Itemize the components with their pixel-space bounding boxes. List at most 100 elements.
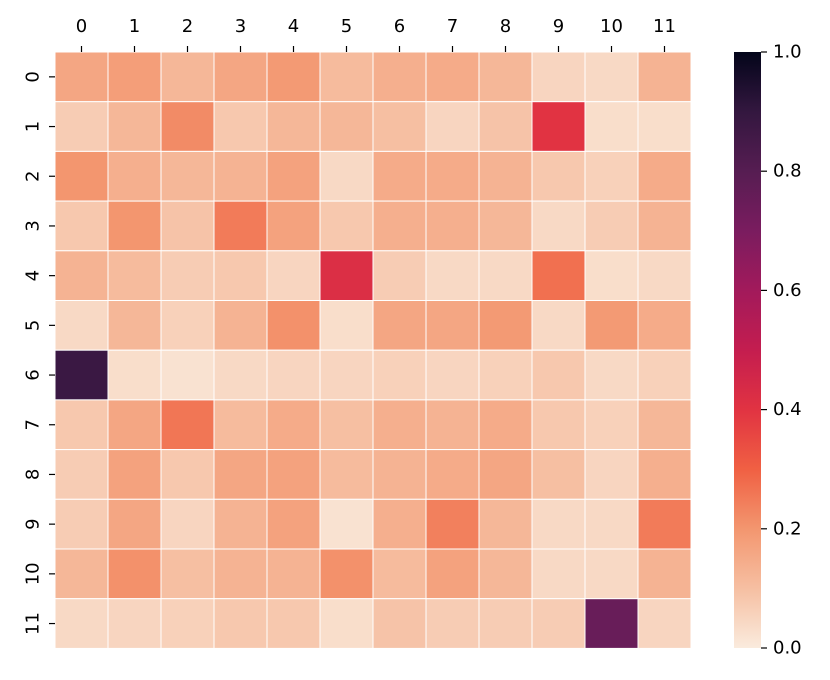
heatmap-cell-r0-c6 <box>372 51 427 103</box>
x-tick-label: 4 <box>288 16 299 37</box>
heatmap-cell-r6-c2 <box>160 349 215 401</box>
heatmap-cell-r1-c3 <box>213 101 268 152</box>
heatmap-cell-r4-c5 <box>319 250 374 302</box>
y-axis: 0 1 2 3 4 5 6 7 8 9 10 11 <box>23 71 55 635</box>
heatmap-cell-r0-c11 <box>637 51 692 103</box>
heatmap-cell-r4-c1 <box>107 250 162 302</box>
heatmap-cell-r11-c5 <box>319 598 374 649</box>
x-tick-label: 10 <box>600 16 623 37</box>
heatmap-cell-r7-c10 <box>584 399 639 451</box>
heatmap-cell-r4-c0 <box>54 250 109 302</box>
heatmap-cell-r9-c10 <box>584 498 639 550</box>
heatmap-cell-r5-c10 <box>584 300 639 351</box>
heatmap-cell-r8-c1 <box>107 449 162 500</box>
heatmap-cell-r1-c6 <box>372 101 427 152</box>
heatmap-cells <box>54 51 692 649</box>
x-tick-label: 6 <box>394 16 405 37</box>
heatmap-cell-r11-c4 <box>266 598 321 649</box>
y-tick-label: 3 <box>23 220 44 231</box>
heatmap-cell-r8-c3 <box>213 449 268 500</box>
heatmap-cell-r6-c1 <box>107 349 162 401</box>
heatmap-cell-r4-c7 <box>425 250 480 302</box>
heatmap-cell-r7-c1 <box>107 399 162 451</box>
heatmap-cell-r5-c3 <box>213 300 268 351</box>
heatmap-cell-r1-c5 <box>319 101 374 152</box>
colorbar: 0.0 0.2 0.4 0.6 0.8 1.0 <box>734 42 802 659</box>
heatmap-cell-r10-c7 <box>425 548 480 600</box>
heatmap-cell-r4-c2 <box>160 250 215 302</box>
heatmap-cell-r2-c1 <box>107 150 162 202</box>
heatmap-cell-r7-c8 <box>478 399 533 451</box>
y-tick-label: 1 <box>23 121 44 132</box>
heatmap-cell-r5-c5 <box>319 300 374 351</box>
heatmap-cell-r6-c0 <box>54 349 109 401</box>
heatmap-cell-r8-c2 <box>160 449 215 500</box>
heatmap-cell-r7-c6 <box>372 399 427 451</box>
heatmap-cell-r7-c3 <box>213 399 268 451</box>
heatmap-cell-r5-c4 <box>266 300 321 351</box>
heatmap-cell-r0-c3 <box>213 51 268 103</box>
heatmap-cell-r4-c4 <box>266 250 321 302</box>
heatmap-cell-r2-c7 <box>425 150 480 202</box>
heatmap-cell-r1-c11 <box>637 101 692 152</box>
heatmap-cell-r11-c10 <box>584 598 639 649</box>
heatmap-cell-r10-c3 <box>213 548 268 600</box>
heatmap-cell-r11-c7 <box>425 598 480 649</box>
heatmap-cell-r9-c1 <box>107 498 162 550</box>
heatmap-cell-r2-c3 <box>213 150 268 202</box>
heatmap-cell-r3-c10 <box>584 200 639 252</box>
heatmap-cell-r8-c4 <box>266 449 321 500</box>
heatmap-cell-r9-c11 <box>637 498 692 550</box>
heatmap-cell-r7-c7 <box>425 399 480 451</box>
heatmap-cell-r5-c8 <box>478 300 533 351</box>
heatmap-cell-r1-c8 <box>478 101 533 152</box>
heatmap-cell-r4-c11 <box>637 250 692 302</box>
heatmap-cell-r11-c2 <box>160 598 215 649</box>
y-tick-label: 11 <box>23 612 44 635</box>
colorbar-tick-label: 0.4 <box>773 399 802 420</box>
heatmap-cell-r6-c5 <box>319 349 374 401</box>
x-tick-label: 8 <box>500 16 511 37</box>
x-tick-label: 3 <box>235 16 246 37</box>
heatmap-cell-r10-c4 <box>266 548 321 600</box>
heatmap-cell-r9-c8 <box>478 498 533 550</box>
heatmap-cell-r3-c1 <box>107 200 162 252</box>
heatmap-cell-r0-c0 <box>54 51 109 103</box>
heatmap-cell-r4-c6 <box>372 250 427 302</box>
heatmap-cell-r10-c11 <box>637 548 692 600</box>
heatmap-cell-r3-c4 <box>266 200 321 252</box>
heatmap-cell-r10-c2 <box>160 548 215 600</box>
heatmap-cell-r2-c5 <box>319 150 374 202</box>
heatmap-cell-r8-c6 <box>372 449 427 500</box>
heatmap-cell-r2-c4 <box>266 150 321 202</box>
colorbar-tick-label: 0.6 <box>773 280 802 301</box>
heatmap-cell-r11-c1 <box>107 598 162 649</box>
x-tick-label: 7 <box>447 16 458 37</box>
x-tick-label: 5 <box>341 16 352 37</box>
heatmap-cell-r9-c4 <box>266 498 321 550</box>
heatmap-cell-r2-c9 <box>531 150 586 202</box>
heatmap-cell-r9-c7 <box>425 498 480 550</box>
heatmap-cell-r6-c8 <box>478 349 533 401</box>
heatmap-cell-r0-c10 <box>584 51 639 103</box>
heatmap-cell-r8-c9 <box>531 449 586 500</box>
heatmap-cell-r1-c4 <box>266 101 321 152</box>
heatmap-cell-r9-c6 <box>372 498 427 550</box>
y-tick-label: 4 <box>23 270 44 281</box>
heatmap-cell-r4-c9 <box>531 250 586 302</box>
heatmap-cell-r10-c0 <box>54 548 109 600</box>
heatmap-cell-r10-c1 <box>107 548 162 600</box>
heatmap-cell-r6-c11 <box>637 349 692 401</box>
heatmap-cell-r5-c7 <box>425 300 480 351</box>
heatmap-cell-r1-c9 <box>531 101 586 152</box>
x-tick-label: 11 <box>653 16 676 37</box>
heatmap-cell-r5-c0 <box>54 300 109 351</box>
heatmap-cell-r11-c3 <box>213 598 268 649</box>
heatmap-cell-r10-c8 <box>478 548 533 600</box>
y-tick-label: 0 <box>23 71 44 82</box>
y-tick-label: 2 <box>23 171 44 182</box>
heatmap-cell-r0-c2 <box>160 51 215 103</box>
heatmap-cell-r2-c6 <box>372 150 427 202</box>
y-tick-label: 6 <box>23 369 44 380</box>
heatmap-cell-r5-c2 <box>160 300 215 351</box>
